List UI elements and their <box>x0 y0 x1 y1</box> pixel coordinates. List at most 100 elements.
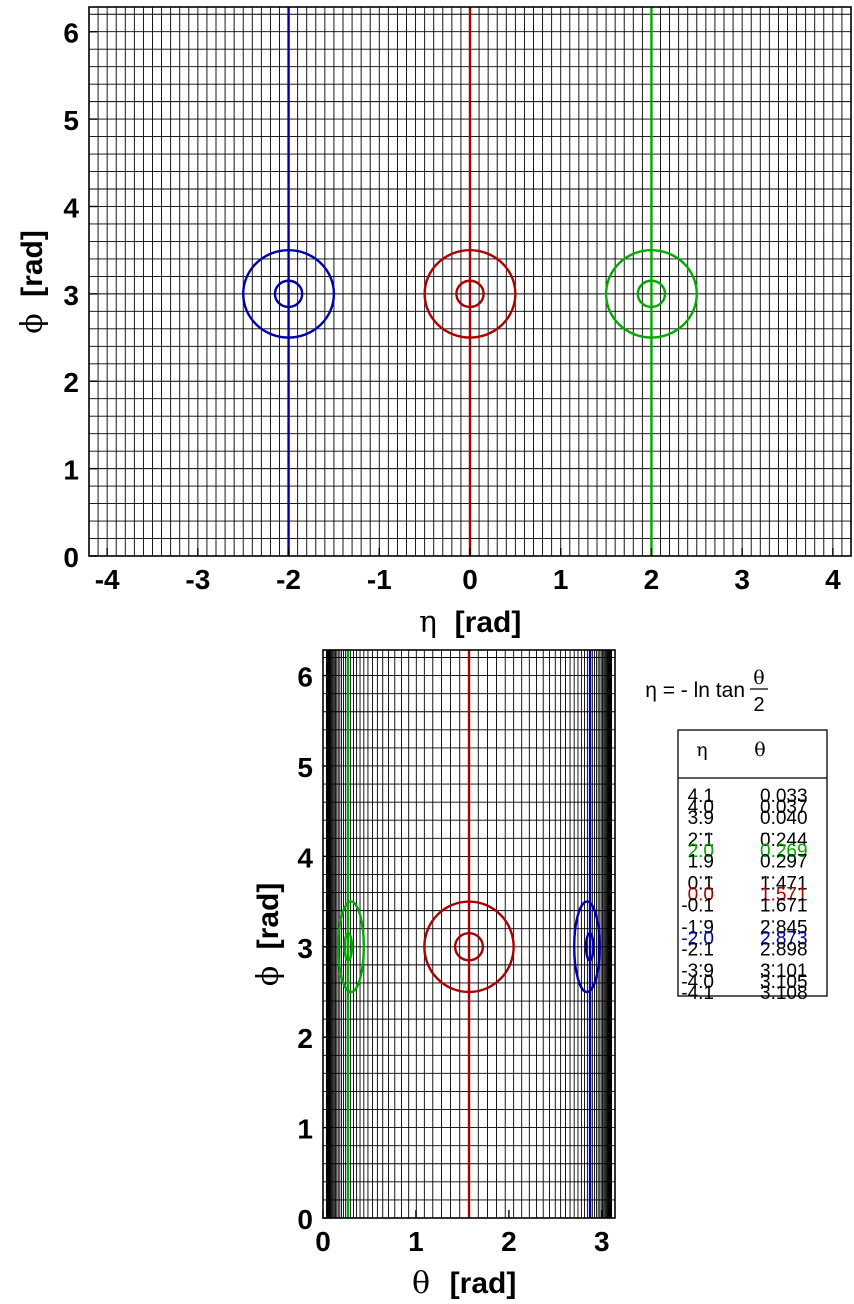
y-tick-label: 2 <box>297 1023 313 1054</box>
x-tick-label: 4 <box>825 564 841 595</box>
table-cell-eta: -2.0 <box>681 928 714 949</box>
y-axis-title: ϕ [rad] <box>251 883 286 987</box>
series-circle-2-1 <box>604 248 698 339</box>
series-contour-1-1 <box>423 900 515 994</box>
table-cell-eta: 3.9 <box>688 808 714 829</box>
series-circle-0-1 <box>242 248 336 339</box>
table-cell-theta: ... <box>760 906 776 927</box>
series-circle-1-1 <box>423 248 517 339</box>
x-tick-label: 2 <box>501 1226 517 1257</box>
x-tick-label: 1 <box>553 564 569 595</box>
table-cell-theta: 3.101 <box>760 961 808 982</box>
table-cell-eta: -0.1 <box>681 896 714 917</box>
table-header-eta: η <box>696 739 707 761</box>
x-tick-label: 2 <box>644 564 660 595</box>
table-cell-theta: ... <box>760 950 776 971</box>
x-tick-label: -4 <box>95 564 120 595</box>
y-tick-label: 2 <box>63 367 79 398</box>
x-tick-label: -3 <box>185 564 210 595</box>
table-cell-eta: 4.0 <box>688 797 714 818</box>
y-tick-label: 0 <box>63 542 79 573</box>
table-cell-theta: 2.898 <box>760 939 808 960</box>
x-tick-label: -2 <box>276 564 301 595</box>
x-axis-symbol: θ <box>412 1266 430 1301</box>
y-axis-title: ϕ [rad] <box>15 230 50 334</box>
table-cell-eta: 1.9 <box>688 852 714 873</box>
y-tick-label: 4 <box>297 842 313 873</box>
table-cell-eta: ... <box>698 819 714 840</box>
series-circle-2-0 <box>636 279 667 309</box>
table-cell-theta: 0.037 <box>760 797 808 818</box>
x-tick-label: 3 <box>734 564 750 595</box>
table-cell-eta: -4.1 <box>681 983 714 1004</box>
y-tick-label: 4 <box>63 192 79 223</box>
series-contour-1-0 <box>453 932 485 962</box>
table-cell-eta: 2.0 <box>688 841 714 862</box>
series-contour-2-1 <box>572 900 601 994</box>
theta-phi-plot: 0 1 2 3 0 1 2 3 4 5 6 θ [rad] ϕ [rad] <box>251 649 616 1301</box>
x-axis-label: [rad] <box>450 1267 517 1300</box>
y-axis-label: [rad] <box>16 230 49 297</box>
table-cell-theta: 2.873 <box>760 928 808 949</box>
table-cell-eta: -2.1 <box>681 939 714 960</box>
table-cell-eta: 0.0 <box>688 885 714 906</box>
formula-lhs: η = - ln tan <box>645 679 745 702</box>
table-cell-theta: 2.845 <box>760 917 808 938</box>
series-contour-2-0 <box>584 932 595 962</box>
y-tick-label: 6 <box>63 18 79 49</box>
x-tick-label: 1 <box>408 1226 424 1257</box>
table-cell-theta: 0.033 <box>760 786 808 807</box>
table-cell-eta: 4.1 <box>688 786 714 807</box>
table-cell-theta: 0.040 <box>760 808 808 829</box>
x-tick-label: -1 <box>367 564 392 595</box>
y-tick-label: 6 <box>297 662 313 693</box>
series-circle-0-0 <box>273 279 304 309</box>
table-cell-eta: ... <box>698 906 714 927</box>
table-cell-eta: ... <box>698 863 714 884</box>
y-tick-label: 3 <box>63 280 79 311</box>
table-cell-theta: 0.244 <box>760 830 808 851</box>
y-tick-label: 1 <box>63 455 79 486</box>
eta-phi-plot: -4 -3 -2 -1 0 1 2 3 4 0 1 2 3 4 5 6 η [rad] ϕ [rad] <box>15 6 852 640</box>
table-cell-eta: -1.9 <box>681 917 714 938</box>
table-frame <box>677 729 828 997</box>
x-axis-label: [rad] <box>455 606 522 639</box>
table-cell-theta: 1.671 <box>760 896 808 917</box>
table-cell-eta: 0.1 <box>688 874 714 895</box>
table-cell-eta: -3.9 <box>681 961 714 982</box>
y-tick-label: 5 <box>297 752 313 783</box>
eta-formula: η = - ln tan θ 2 <box>645 667 768 716</box>
series-contour-0-0 <box>343 932 354 962</box>
table-cell-theta: 3.108 <box>760 983 808 1004</box>
table-cell-eta: ... <box>698 950 714 971</box>
y-tick-label: 0 <box>297 1204 313 1235</box>
y-tick-label: 1 <box>297 1114 313 1145</box>
table-cell-theta: ... <box>760 819 776 840</box>
formula-denominator: 2 <box>753 694 764 716</box>
y-axis-symbol: ϕ <box>251 966 286 986</box>
table-cell-theta: 1.471 <box>760 874 808 895</box>
y-tick-label: 5 <box>63 105 79 136</box>
x-tick-label: 3 <box>594 1226 610 1257</box>
table-cell-eta: 2.1 <box>688 830 714 851</box>
formula-numerator: θ <box>753 667 764 689</box>
series-circle-1-0 <box>455 279 485 309</box>
table-cell-theta: 0.269 <box>760 841 808 862</box>
x-tick-label: 0 <box>315 1226 331 1257</box>
y-axis-label: [rad] <box>252 883 285 950</box>
table-cell-eta: -4.0 <box>681 972 714 993</box>
table-cell-theta: ... <box>760 863 776 884</box>
table-cell-theta: 0.297 <box>760 852 808 873</box>
series-contour-0-1 <box>337 900 366 994</box>
x-axis-symbol: η <box>419 605 437 640</box>
y-axis-symbol: ϕ <box>15 313 50 333</box>
table-cell-theta: 3.105 <box>760 972 808 993</box>
x-tick-label: 0 <box>462 564 478 595</box>
table-header-theta: θ <box>754 739 765 761</box>
table-cell-theta: 1.571 <box>760 885 808 906</box>
y-tick-label: 3 <box>297 933 313 964</box>
plot-frame <box>322 649 616 1219</box>
